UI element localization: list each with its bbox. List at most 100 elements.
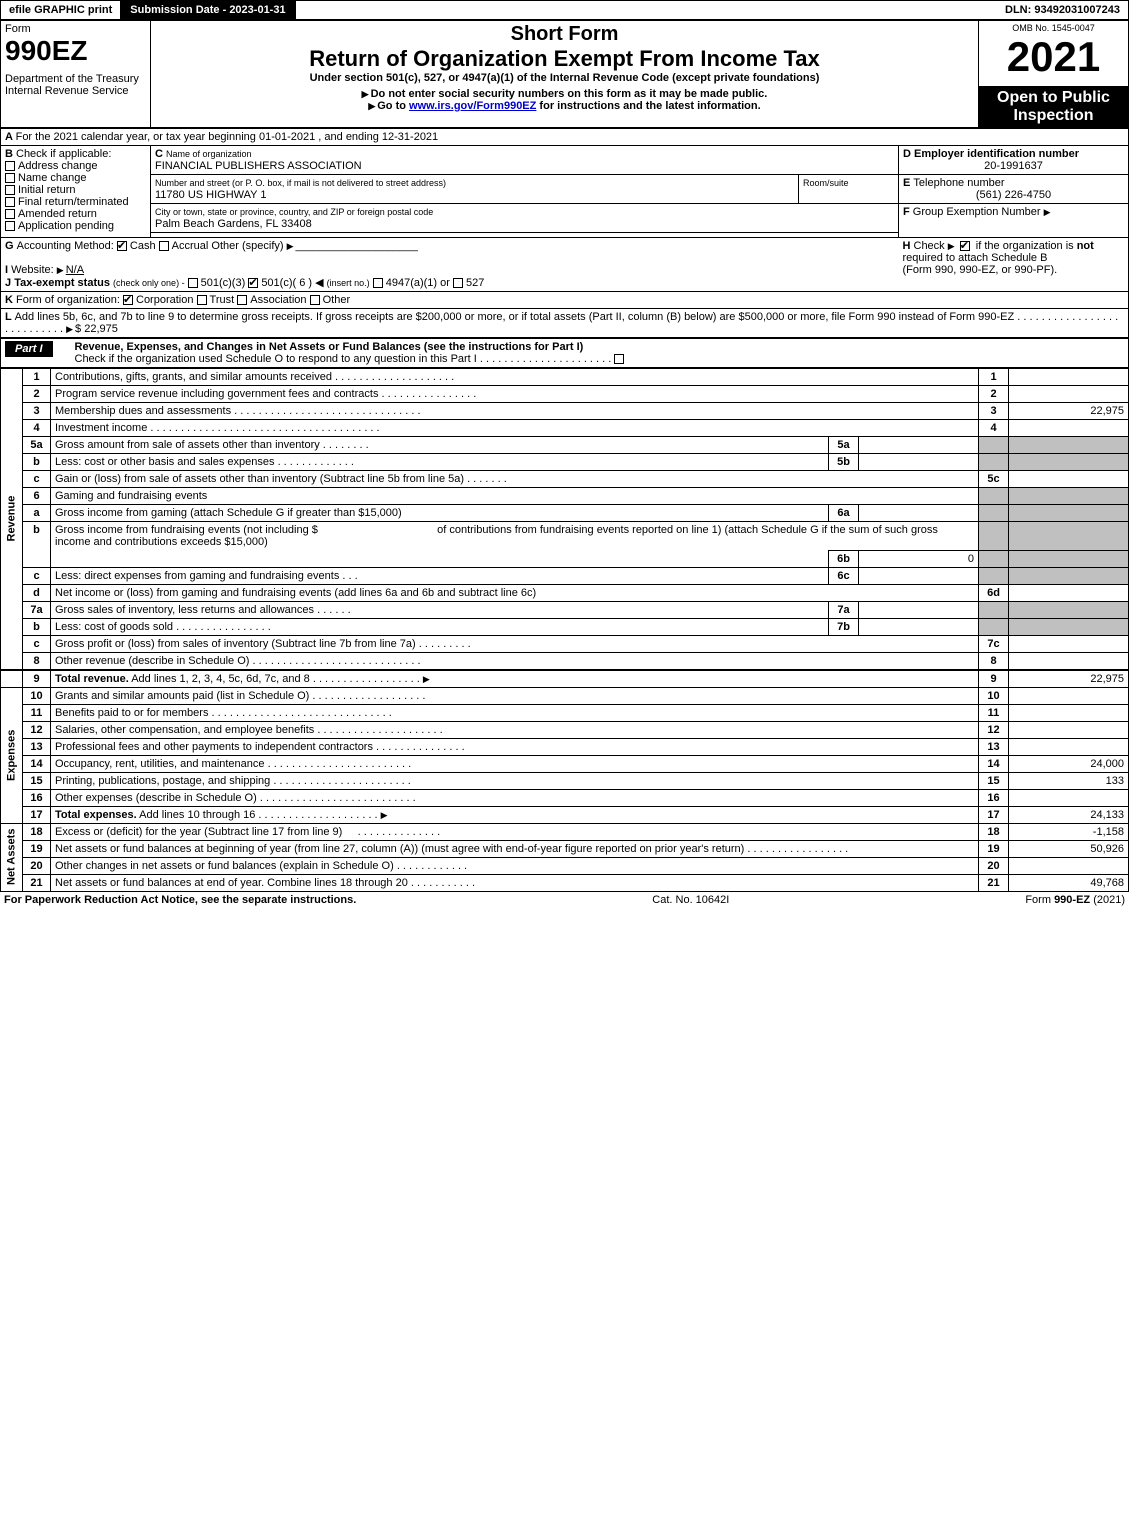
501c3-checkbox[interactable] xyxy=(188,278,198,288)
arrow-icon xyxy=(381,809,390,821)
form-label: Form xyxy=(5,23,146,35)
name-change-checkbox[interactable] xyxy=(5,173,15,183)
501c-checkbox[interactable] xyxy=(248,278,258,288)
part1-header: Part I Revenue, Expenses, and Changes in… xyxy=(0,338,1129,368)
line9-value: 22,975 xyxy=(1009,670,1129,688)
arrow-icon xyxy=(423,673,432,685)
website-value: N/A xyxy=(66,264,84,276)
efile-label[interactable]: efile GRAPHIC print xyxy=(1,2,120,18)
cash-checkbox[interactable] xyxy=(117,241,127,251)
line6d-value xyxy=(1009,584,1129,601)
line15-value: 133 xyxy=(1009,772,1129,789)
arrow-icon xyxy=(948,240,957,252)
department-label: Department of the Treasury Internal Reve… xyxy=(5,73,146,97)
line6a-value xyxy=(859,504,979,521)
arrow-icon xyxy=(362,88,371,100)
form-title1: Short Form xyxy=(155,23,974,46)
street-label: Number and street (or P. O. box, if mail… xyxy=(155,178,446,188)
corporation-checkbox[interactable] xyxy=(123,295,133,305)
gross-receipts: $ 22,975 xyxy=(75,323,118,335)
street-value: 11780 US HIGHWAY 1 xyxy=(155,189,266,201)
line6c-value xyxy=(859,567,979,584)
line14-value: 24,000 xyxy=(1009,755,1129,772)
line21-value: 49,768 xyxy=(1009,874,1129,891)
line8-value xyxy=(1009,652,1129,670)
schedule-o-checkbox[interactable] xyxy=(614,354,624,364)
arrow-icon xyxy=(1044,206,1053,218)
accrual-checkbox[interactable] xyxy=(159,241,169,251)
part1-table: Revenue 1Contributions, gifts, grants, a… xyxy=(0,368,1129,892)
final-return-checkbox[interactable] xyxy=(5,197,15,207)
arrow-icon xyxy=(57,264,66,276)
expenses-sidebar: Expenses xyxy=(1,687,23,823)
other-checkbox[interactable] xyxy=(310,295,320,305)
application-pending-checkbox[interactable] xyxy=(5,221,15,231)
omb-number: OMB No. 1545-0047 xyxy=(983,23,1124,33)
line10-value xyxy=(1009,687,1129,704)
association-checkbox[interactable] xyxy=(237,295,247,305)
netassets-sidebar: Net Assets xyxy=(1,823,23,891)
line20-value xyxy=(1009,857,1129,874)
line19-value: 50,926 xyxy=(1009,840,1129,857)
section-l-text: Add lines 5b, 6c, and 7b to line 9 to de… xyxy=(15,311,1015,323)
line16-value xyxy=(1009,789,1129,806)
section-c-label: Name of organization xyxy=(166,149,252,159)
arrow-icon xyxy=(368,100,377,112)
phone-value: (561) 226-4750 xyxy=(903,189,1124,201)
section-e-label: Telephone number xyxy=(913,177,1004,189)
line5c-value xyxy=(1009,470,1129,487)
address-change-checkbox[interactable] xyxy=(5,161,15,171)
city-value: Palm Beach Gardens, FL 33408 xyxy=(155,218,312,230)
line6b-value: 0 xyxy=(859,550,979,567)
line1-value xyxy=(1009,368,1129,385)
top-bar: efile GRAPHIC print Submission Date - 20… xyxy=(0,0,1129,20)
part1-title: Revenue, Expenses, and Changes in Net As… xyxy=(75,341,584,353)
schedule-b-checkbox[interactable] xyxy=(960,241,970,251)
org-name: FINANCIAL PUBLISHERS ASSOCIATION xyxy=(155,160,362,172)
line7b-value xyxy=(859,618,979,635)
section-a: For the 2021 calendar year, or tax year … xyxy=(16,131,439,143)
form-subtitle: Under section 501(c), 527, or 4947(a)(1)… xyxy=(155,72,974,84)
header-table: Form 990EZ Department of the Treasury In… xyxy=(0,20,1129,128)
submission-date: Submission Date - 2023-01-31 xyxy=(120,1,295,19)
amended-return-checkbox[interactable] xyxy=(5,209,15,219)
section-j-label: Tax-exempt status xyxy=(14,277,110,289)
room-label: Room/suite xyxy=(803,178,849,188)
arrow-icon xyxy=(66,323,75,335)
4947-checkbox[interactable] xyxy=(373,278,383,288)
section-k-label: Form of organization: xyxy=(16,294,120,306)
line5a-value xyxy=(859,436,979,453)
ein-value: 20-1991637 xyxy=(903,160,1124,172)
line12-value xyxy=(1009,721,1129,738)
page-footer: For Paperwork Reduction Act Notice, see … xyxy=(0,892,1129,908)
line2-value xyxy=(1009,385,1129,402)
line11-value xyxy=(1009,704,1129,721)
footer-center: Cat. No. 10642I xyxy=(652,894,729,906)
initial-return-checkbox[interactable] xyxy=(5,185,15,195)
part1-label: Part I xyxy=(5,341,53,357)
line18-value: -1,158 xyxy=(1009,823,1129,840)
section-b-label: Check if applicable: xyxy=(16,148,111,160)
section-d-label: Employer identification number xyxy=(914,148,1079,160)
footer-left: For Paperwork Reduction Act Notice, see … xyxy=(4,894,356,906)
info-table: A For the 2021 calendar year, or tax yea… xyxy=(0,128,1129,338)
irs-link[interactable]: www.irs.gov/Form990EZ xyxy=(409,100,536,112)
revenue-sidebar: Revenue xyxy=(1,368,23,670)
footer-right: Form 990-EZ (2021) xyxy=(1025,894,1125,906)
line17-value: 24,133 xyxy=(1009,806,1129,823)
line7c-value xyxy=(1009,635,1129,652)
trust-checkbox[interactable] xyxy=(197,295,207,305)
open-to-public: Open to Public Inspection xyxy=(979,86,1129,127)
line5b-value xyxy=(859,453,979,470)
section-i-label: Website: xyxy=(11,264,54,276)
warning-1: Do not enter social security numbers on … xyxy=(371,88,768,100)
section-g-label: Accounting Method: xyxy=(17,240,114,252)
city-label: City or town, state or province, country… xyxy=(155,207,433,217)
line4-value xyxy=(1009,419,1129,436)
line7a-value xyxy=(859,601,979,618)
line13-value xyxy=(1009,738,1129,755)
dln-label: DLN: 93492031007243 xyxy=(997,2,1128,18)
part1-checktext: Check if the organization used Schedule … xyxy=(75,353,477,365)
527-checkbox[interactable] xyxy=(453,278,463,288)
line3-value: 22,975 xyxy=(1009,402,1129,419)
